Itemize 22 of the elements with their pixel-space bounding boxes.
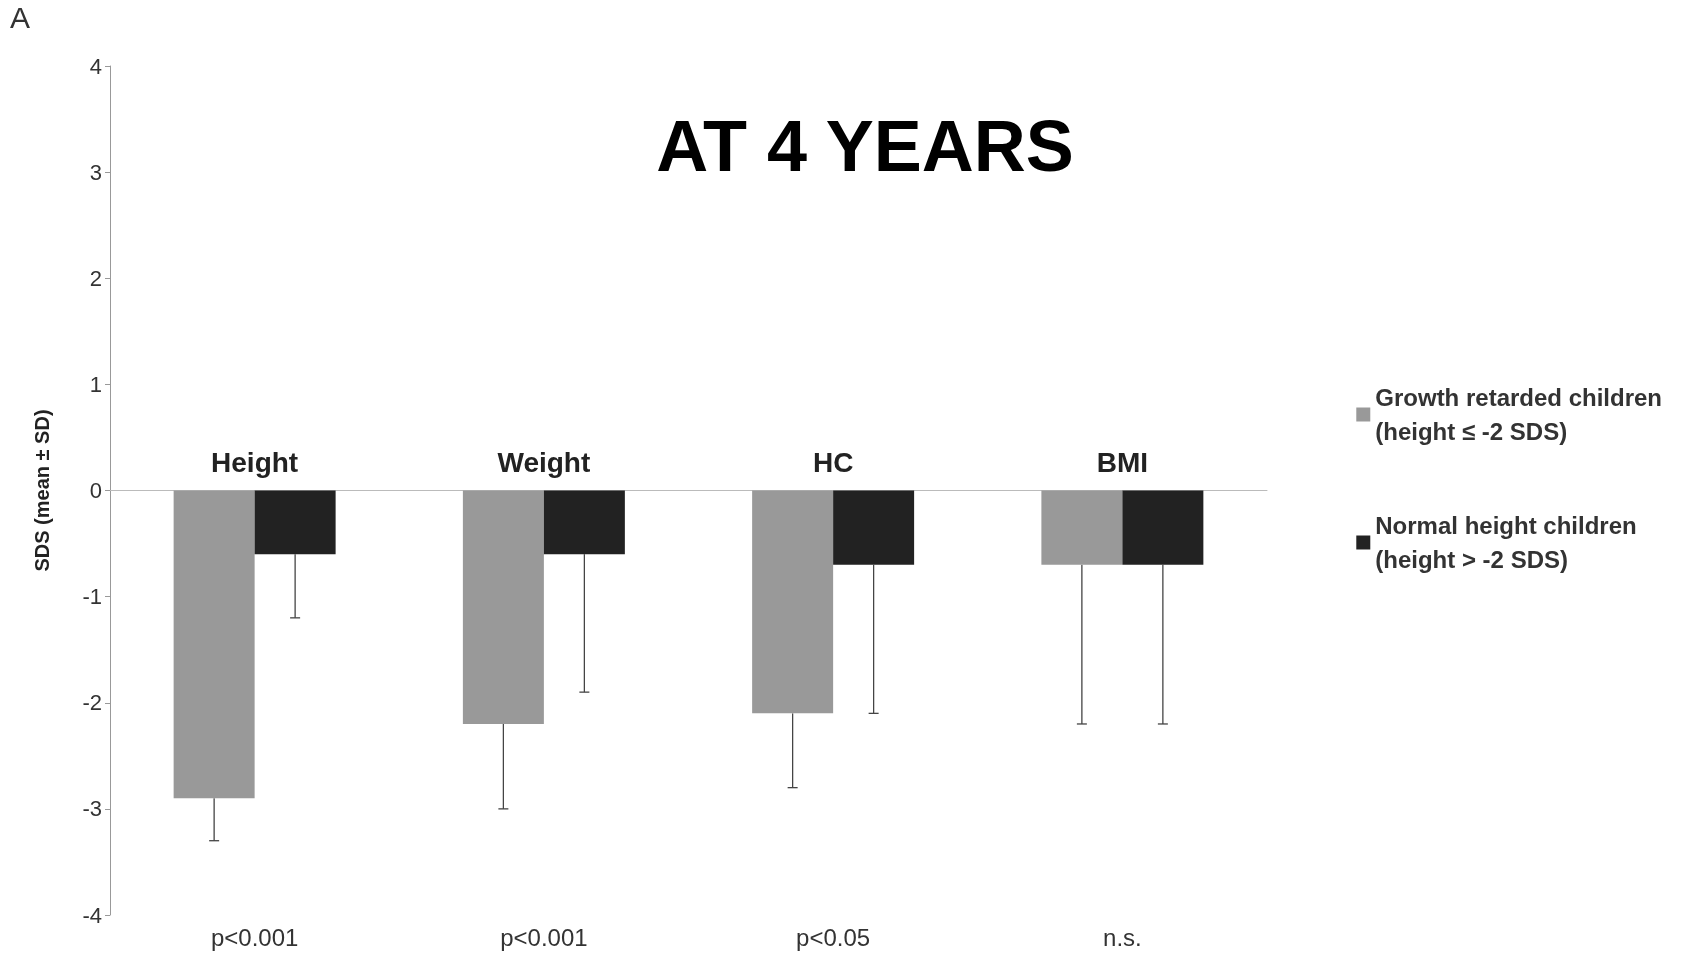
x-tick-label: Weight — [497, 447, 591, 478]
text: A — [10, 0, 31, 34]
y-axis-title: SDS (mean ± SD) — [31, 409, 53, 572]
y-tick-label: 1 — [89, 371, 102, 397]
text: p<0.05 — [796, 923, 871, 951]
y-tick-label: -2 — [82, 690, 102, 716]
y-tick-label: -3 — [82, 796, 102, 822]
y-tick-label: 0 — [89, 478, 102, 503]
legend-label: Normal height children (height > -2 SDS) — [1375, 512, 1637, 573]
x-tick-label: BMI — [1096, 447, 1149, 478]
text: n.s. — [1103, 923, 1142, 951]
x-tick-label: Height — [211, 447, 299, 478]
y-tick-label: 4 — [89, 53, 102, 79]
y-tick-label: -1 — [82, 584, 102, 610]
legend-label: Growth retarded children (height ≤ -2 SDS) — [1375, 384, 1663, 445]
y-tick-label: 2 — [89, 265, 102, 291]
text: AT 4 YEARS — [656, 106, 1074, 186]
text: p<0.001 — [500, 923, 588, 951]
y-tick-label: 3 — [89, 159, 102, 185]
y-tick-label: -4 — [82, 902, 102, 928]
x-tick-label: HC — [812, 447, 854, 478]
text: p<0.001 — [210, 923, 299, 951]
